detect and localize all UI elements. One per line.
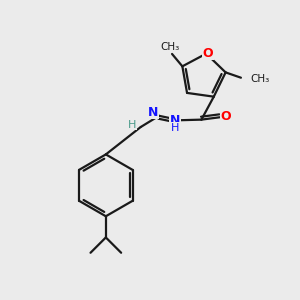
Text: N: N: [170, 114, 180, 127]
Text: CH₃: CH₃: [160, 42, 179, 52]
Text: CH₃: CH₃: [250, 74, 270, 84]
Text: H: H: [171, 123, 179, 133]
Text: O: O: [202, 46, 213, 60]
Text: N: N: [148, 106, 158, 119]
Text: O: O: [220, 110, 231, 123]
Text: H: H: [128, 120, 137, 130]
